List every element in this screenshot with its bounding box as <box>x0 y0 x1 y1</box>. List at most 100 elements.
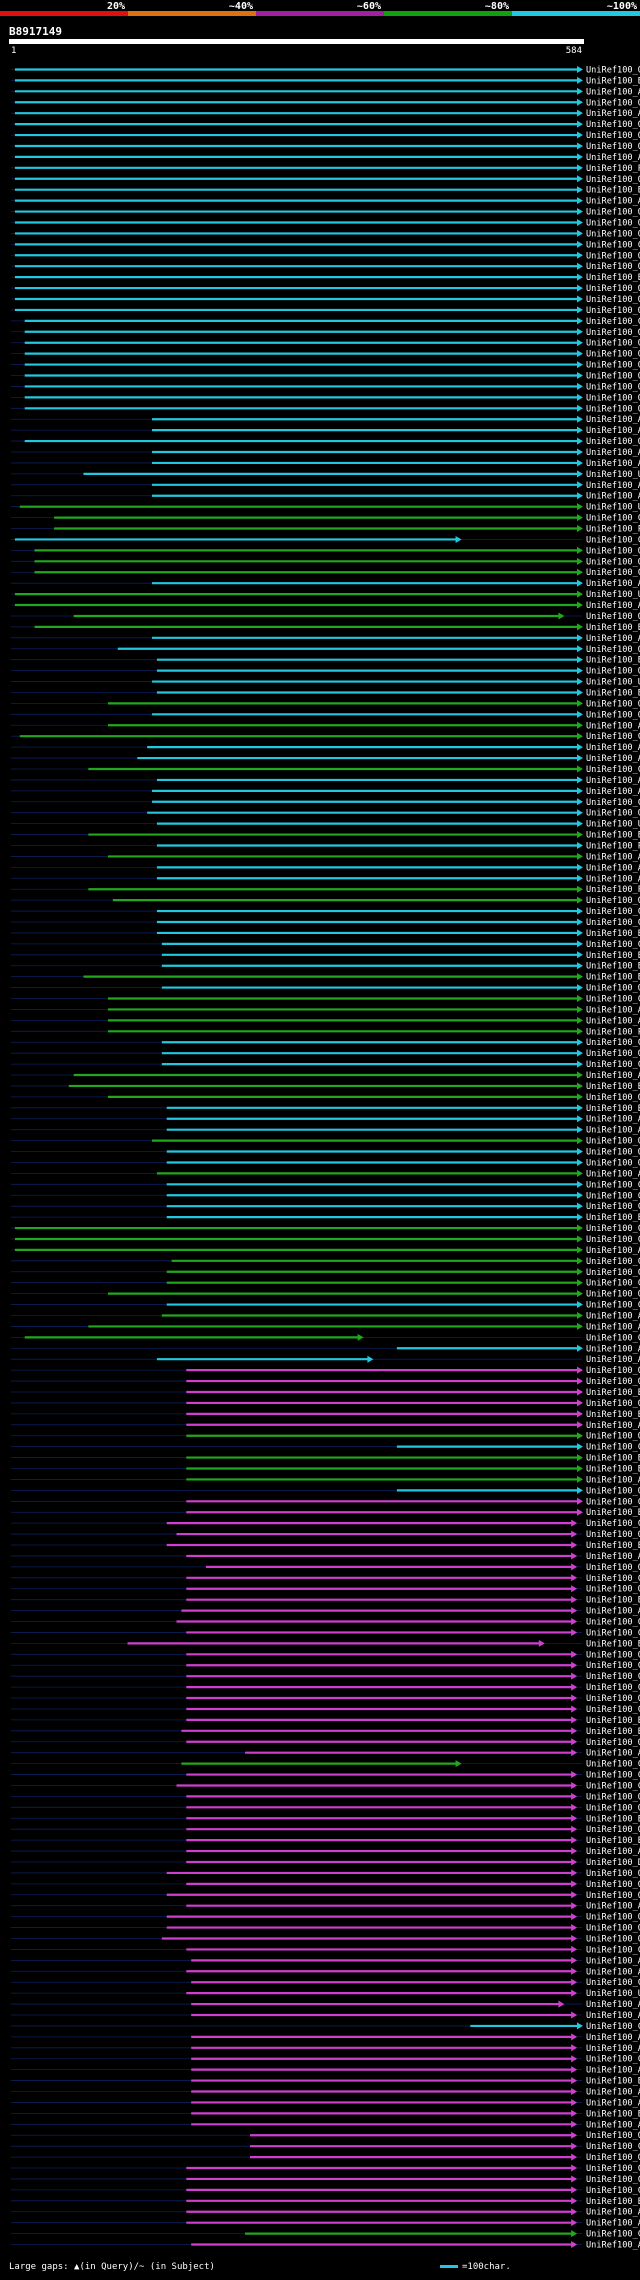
hit-arrow <box>571 2098 578 2106</box>
hit-arrow <box>577 1421 583 1429</box>
hit-row: UniRef100_A5HSH4 <box>11 1071 640 1081</box>
hit-arrow <box>577 798 583 806</box>
hit-label: UniRef100_UPI000.. <box>586 820 640 830</box>
hit-arrow <box>571 1727 578 1735</box>
hit-row: UniRef100_B4G1C6 <box>11 1639 640 1649</box>
hit-row: UniRef100_C3N6N6 <box>11 1672 640 1682</box>
hit-arrow <box>577 1410 583 1418</box>
hit-row: UniRef100_B5JD25 <box>11 1454 640 1464</box>
hit-arrow <box>571 1836 578 1844</box>
hit-row: UniRef100_UPI000.. <box>11 470 640 480</box>
hit-row: UniRef100_Q9HGR2 <box>11 809 640 819</box>
hit-arrow <box>571 1781 578 1789</box>
hit-arrow <box>571 1945 578 1953</box>
scale-label-4: ~80% <box>485 1 509 12</box>
hit-label: UniRef100_A6RHC7 <box>586 1246 640 1256</box>
hit-arrow <box>577 929 583 937</box>
hit-arrow <box>571 2131 578 2139</box>
hit-arrow <box>571 1989 578 1997</box>
hit-arrow <box>571 1913 578 1921</box>
hit-row: UniRef100_Q84QE4 <box>11 229 640 239</box>
hit-row: UniRef100_B7B9F1 <box>11 2077 640 2087</box>
hit-arrow <box>571 1650 578 1658</box>
hit-arrow <box>577 240 583 248</box>
hit-arrow <box>571 1880 578 1888</box>
hit-row: UniRef100_A5DZT4 <box>11 874 640 884</box>
hit-label: UniRef100_B7IEQ2 <box>586 1596 640 1606</box>
hit-label: UniRef100_C5U802 <box>586 1945 640 1955</box>
hit-label: UniRef100_Q8TM19 <box>586 1585 640 1595</box>
hit-label: UniRef100_Q9SLS0 <box>586 120 640 130</box>
hit-arrow <box>577 448 583 456</box>
hit-row: UniRef100_Q31M10 <box>11 1934 640 1944</box>
hit-label: UniRef100_Q9UVF8 <box>586 1137 640 1147</box>
hit-arrow <box>571 1967 578 1975</box>
hit-arrow <box>577 459 583 467</box>
hit-row: UniRef100_A3LZT6 <box>11 579 640 589</box>
hit-label: UniRef100_C9RDQ9 <box>586 2175 640 2185</box>
hit-row: UniRef100_Q9Y9Z0 <box>11 1913 640 1923</box>
hit-row: UniRef100_C5GGX0 <box>11 1038 640 1048</box>
hit-arrow <box>571 1716 578 1724</box>
hit-row: UniRef100_B9WEA2 <box>11 623 640 633</box>
hit-label: UniRef100_Q46AR1 <box>586 1792 640 1802</box>
hit-arrow <box>577 87 583 95</box>
hit-row: UniRef100_C3C585 <box>11 1978 640 1988</box>
hit-arrow <box>577 831 583 839</box>
hit-row: UniRef100_O38709 <box>11 437 640 447</box>
hit-arrow <box>571 1672 578 1680</box>
hit-arrow <box>577 1443 583 1451</box>
hit-arrow <box>577 995 583 1003</box>
query-title: B8917149 <box>9 25 62 38</box>
hit-row: UniRef100_C0NSF3 <box>11 1235 640 1245</box>
hit-row: UniRef100_Q3V7Z1 <box>11 328 640 338</box>
hit-label: UniRef100_A6UV59 <box>586 2208 640 2218</box>
hit-label: UniRef100_Q4JAF8 <box>586 1530 640 1540</box>
hit-arrow <box>577 590 583 598</box>
hit-row: UniRef100_A8JYT5 <box>11 754 640 764</box>
hit-arrow <box>577 153 583 161</box>
hit-arrow <box>577 579 583 587</box>
hit-arrow <box>455 1760 462 1768</box>
hit-arrow <box>577 1082 583 1090</box>
hit-arrow <box>577 678 583 686</box>
hit-arrow <box>577 710 583 718</box>
hit-label: UniRef100_C7P9G0 <box>586 2142 640 2152</box>
hit-label: UniRef100_B1I303 <box>586 2109 640 2119</box>
hit-row: UniRef100_Q6FK49 <box>11 1093 640 1103</box>
hit-label: UniRef100_A6VGT9 <box>586 2011 640 2021</box>
hit-row: UniRef100_UPI000.. <box>11 1989 640 1999</box>
hit-arrow <box>577 1465 583 1473</box>
hit-label: UniRef100_A1EDA6 <box>586 787 640 797</box>
hit-arrow <box>558 612 565 620</box>
hit-arrow <box>571 1530 578 1538</box>
hit-arrow <box>577 885 583 893</box>
hit-row: UniRef100_B2V0D8 <box>11 951 640 961</box>
hit-row: UniRef100_O23787 <box>11 131 640 141</box>
hit-label: UniRef100_P0SK89 <box>586 164 640 174</box>
hit-label: UniRef100_A8F820 <box>586 1475 640 1485</box>
hit-row: UniRef100_P23617 <box>11 885 640 895</box>
hit-label: UniRef100_A7P0W4 <box>586 153 640 163</box>
hit-arrow <box>577 1246 583 1254</box>
hit-label: UniRef100_A1DNN4 <box>586 1126 640 1136</box>
scale-label-2: ~40% <box>229 1 253 12</box>
hit-arrow <box>577 492 583 500</box>
hit-row: UniRef100_Q46AR1 <box>11 1792 640 1802</box>
hit-arrow <box>577 1486 583 1494</box>
hit-label: UniRef100_C9RH21 <box>586 2186 640 2196</box>
hit-row: UniRef100_P32318 <box>11 1027 640 1037</box>
hit-row: UniRef100_A0B880 <box>11 1967 640 1977</box>
hit-arrow <box>577 896 583 904</box>
hit-label: UniRef100_Q8TG41 <box>586 546 640 556</box>
hit-row: UniRef100_Q8TY75 <box>11 2153 640 2163</box>
hit-label: UniRef100_A9RHW6 <box>586 459 640 469</box>
hit-arrow <box>367 1355 374 1363</box>
hit-label: UniRef100_C0L6J4 <box>586 798 640 808</box>
hit-arrow <box>571 2033 578 2041</box>
hit-row: UniRef100_UPI000.. <box>11 820 640 830</box>
hit-label: UniRef100_A9SME1 <box>586 481 640 491</box>
hit-arrow <box>577 382 583 390</box>
hit-label: UniRef100_Q1E8J8 <box>586 1049 640 1059</box>
